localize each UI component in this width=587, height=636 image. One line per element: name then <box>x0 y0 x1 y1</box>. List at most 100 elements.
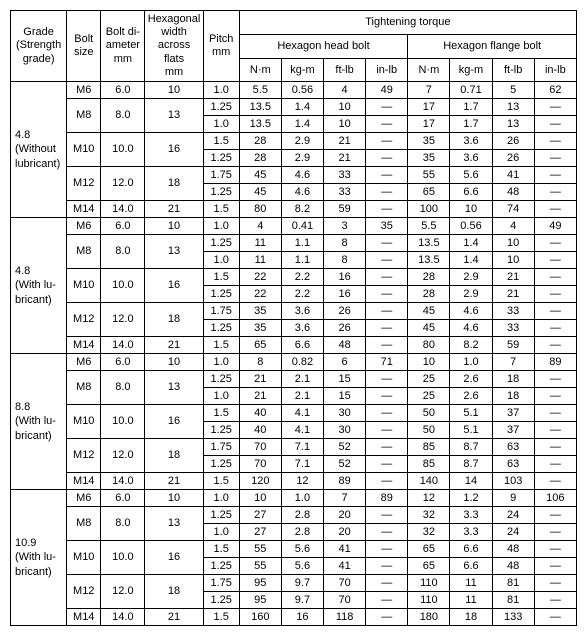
value-cell: 12 <box>408 489 450 506</box>
value-cell: 13 <box>492 98 534 115</box>
value-cell: — <box>534 387 576 404</box>
value-cell: 37 <box>492 404 534 421</box>
hex-width-cell: 21 <box>145 608 203 625</box>
table-row: M1212.0181.75353.626—454.633— <box>11 302 577 319</box>
value-cell: 1.1 <box>281 251 323 268</box>
value-cell: 32 <box>408 523 450 540</box>
value-cell: — <box>366 523 408 540</box>
bolt-dia-cell: 12.0 <box>101 574 145 608</box>
value-cell: 7 <box>408 81 450 98</box>
value-cell: 63 <box>492 455 534 472</box>
value-cell: — <box>534 285 576 302</box>
value-cell: 21 <box>324 149 366 166</box>
value-cell: — <box>366 472 408 489</box>
value-cell: 40 <box>239 404 281 421</box>
hex-width-cell: 21 <box>145 336 203 353</box>
value-cell: 4.1 <box>281 404 323 421</box>
value-cell: 65 <box>408 183 450 200</box>
value-cell: 22 <box>239 285 281 302</box>
torque-table: Grade(Strengthgrade) Boltsize Bolt di-am… <box>10 10 577 626</box>
value-cell: 7 <box>324 489 366 506</box>
value-cell: 13.5 <box>408 251 450 268</box>
bolt-size-cell: M8 <box>67 370 101 404</box>
value-cell: 8.2 <box>281 200 323 217</box>
table-row: M1414.0211.5656.648—808.259— <box>11 336 577 353</box>
hdr-h-nm: N·m <box>239 59 281 82</box>
value-cell: 49 <box>366 81 408 98</box>
value-cell: — <box>534 574 576 591</box>
hex-width-cell: 21 <box>145 200 203 217</box>
bolt-size-cell: M14 <box>67 472 101 489</box>
value-cell: — <box>534 336 576 353</box>
value-cell: 133 <box>492 608 534 625</box>
value-cell: 35 <box>239 302 281 319</box>
hex-width-cell: 18 <box>145 166 203 200</box>
value-cell: 45 <box>408 302 450 319</box>
value-cell: 26 <box>324 319 366 336</box>
pitch-cell: 1.25 <box>203 234 239 251</box>
value-cell: 16 <box>324 285 366 302</box>
bolt-dia-cell: 6.0 <box>101 81 145 98</box>
value-cell: 24 <box>492 506 534 523</box>
hdr-hfb: Hexagon flange bolt <box>408 35 577 59</box>
bolt-size-cell: M10 <box>67 404 101 438</box>
pitch-cell: 1.5 <box>203 472 239 489</box>
value-cell: 55 <box>239 540 281 557</box>
pitch-cell: 1.5 <box>203 200 239 217</box>
value-cell: — <box>366 115 408 132</box>
value-cell: — <box>534 234 576 251</box>
table-row: M1212.0181.75959.770—1101181— <box>11 574 577 591</box>
value-cell: 52 <box>324 438 366 455</box>
pitch-cell: 1.0 <box>203 489 239 506</box>
value-cell: 8 <box>239 353 281 370</box>
bolt-size-cell: M12 <box>67 302 101 336</box>
pitch-cell: 1.5 <box>203 608 239 625</box>
bolt-dia-cell: 8.0 <box>101 370 145 404</box>
value-cell: 10 <box>324 98 366 115</box>
value-cell: 5.1 <box>450 421 492 438</box>
hdr-grade: Grade(Strengthgrade) <box>11 11 67 82</box>
value-cell: 120 <box>239 472 281 489</box>
value-cell: 11 <box>239 251 281 268</box>
grade-cell: 4.8(Withoutlubricant) <box>11 81 67 217</box>
pitch-cell: 1.75 <box>203 574 239 591</box>
value-cell: 81 <box>492 574 534 591</box>
bolt-dia-cell: 12.0 <box>101 302 145 336</box>
value-cell: — <box>366 183 408 200</box>
table-row: 4.8(With lu-bricant)M66.0101.040.413355.… <box>11 217 577 234</box>
value-cell: 59 <box>324 200 366 217</box>
value-cell: 2.9 <box>281 132 323 149</box>
pitch-cell: 1.5 <box>203 268 239 285</box>
bolt-dia-cell: 10.0 <box>101 268 145 302</box>
table-row: 10.9(With lu-bricant)M66.0101.0101.07891… <box>11 489 577 506</box>
hdr-f-ftlb: ft-lb <box>492 59 534 82</box>
value-cell: 33 <box>324 166 366 183</box>
value-cell: 2.6 <box>450 370 492 387</box>
pitch-cell: 1.25 <box>203 455 239 472</box>
value-cell: — <box>366 319 408 336</box>
hex-width-cell: 18 <box>145 574 203 608</box>
value-cell: — <box>534 455 576 472</box>
table-row: 8.8(With lu-bricant)M66.0101.080.8267110… <box>11 353 577 370</box>
bolt-size-cell: M12 <box>67 574 101 608</box>
value-cell: 55 <box>239 557 281 574</box>
value-cell: — <box>366 421 408 438</box>
value-cell: — <box>366 404 408 421</box>
pitch-cell: 1.0 <box>203 115 239 132</box>
value-cell: 18 <box>492 370 534 387</box>
bolt-dia-cell: 14.0 <box>101 472 145 489</box>
value-cell: 3 <box>324 217 366 234</box>
bolt-size-cell: M8 <box>67 98 101 132</box>
value-cell: 110 <box>408 574 450 591</box>
value-cell: — <box>366 268 408 285</box>
value-cell: — <box>366 132 408 149</box>
value-cell: 80 <box>239 200 281 217</box>
grade-cell: 10.9(With lu-bricant) <box>11 489 67 625</box>
value-cell: 10 <box>492 251 534 268</box>
hex-width-cell: 10 <box>145 353 203 370</box>
value-cell: 7 <box>492 353 534 370</box>
bolt-dia-cell: 6.0 <box>101 353 145 370</box>
value-cell: 95 <box>239 591 281 608</box>
value-cell: — <box>534 200 576 217</box>
value-cell: 106 <box>534 489 576 506</box>
